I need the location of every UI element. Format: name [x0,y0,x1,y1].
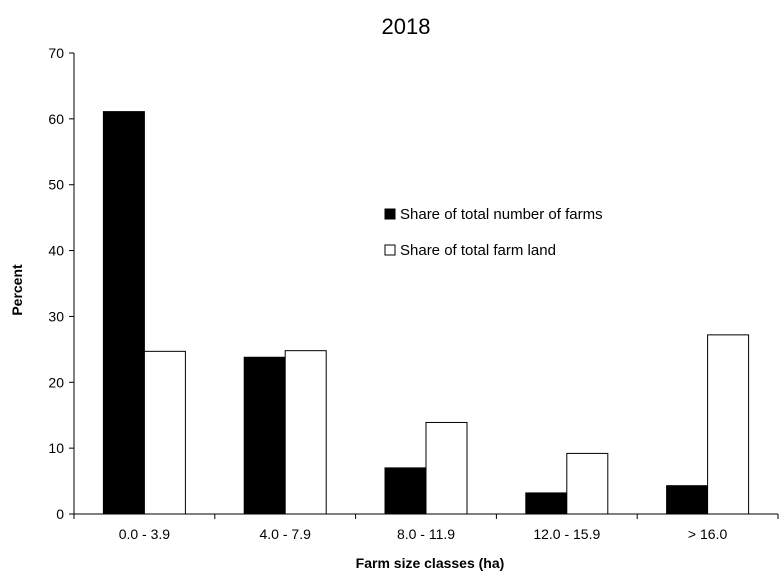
y-tick-label: 60 [48,111,64,127]
legend-label-farms: Share of total number of farms [400,206,603,223]
bar-farms [525,492,568,515]
y-tick-label: 10 [48,440,64,456]
y-tick-label: 40 [48,243,64,259]
y-tick-label: 70 [48,45,64,61]
x-axis-ticks: 0.0 - 3.9 4.0 - 7.9 8.0 - 11.9 12.0 - 15.9 >… [73,514,779,542]
x-axis-title: Farm size classes (ha) [356,555,505,571]
bars [102,111,750,515]
legend-swatch-farms [384,208,396,220]
y-tick-label: 20 [48,374,64,390]
legend-swatch-land [384,244,396,256]
bar-land [425,421,468,515]
bar-land [566,452,609,515]
bar-farms [384,467,427,515]
legend: Share of total number of farms Share of … [384,206,603,259]
chart-title: 2018 [382,14,431,39]
x-tick-label: > 16.0 [688,526,728,542]
legend-item-land: Share of total farm land [384,242,556,259]
x-tick-label: 8.0 - 11.9 [397,526,455,542]
x-tick-label: 0.0 - 3.9 [119,526,171,542]
x-tick-label: 12.0 - 15.9 [533,526,600,542]
x-tick-label: 4.0 - 7.9 [260,526,312,542]
y-tick-label: 30 [48,308,64,324]
legend-label-land: Share of total farm land [400,242,556,259]
y-axis-title: Percent [9,264,25,316]
bar-land [284,350,327,515]
bar-farms [243,356,286,515]
y-tick-label: 0 [56,506,64,522]
legend-item-farms: Share of total number of farms [384,206,603,223]
bar-land [143,350,186,515]
bar-land [707,334,750,515]
bar-farms [666,485,709,515]
y-tick-label: 50 [48,177,64,193]
bar-farms [102,111,145,515]
y-axis-ticks: 0 10 20 30 40 50 60 70 [48,45,74,522]
